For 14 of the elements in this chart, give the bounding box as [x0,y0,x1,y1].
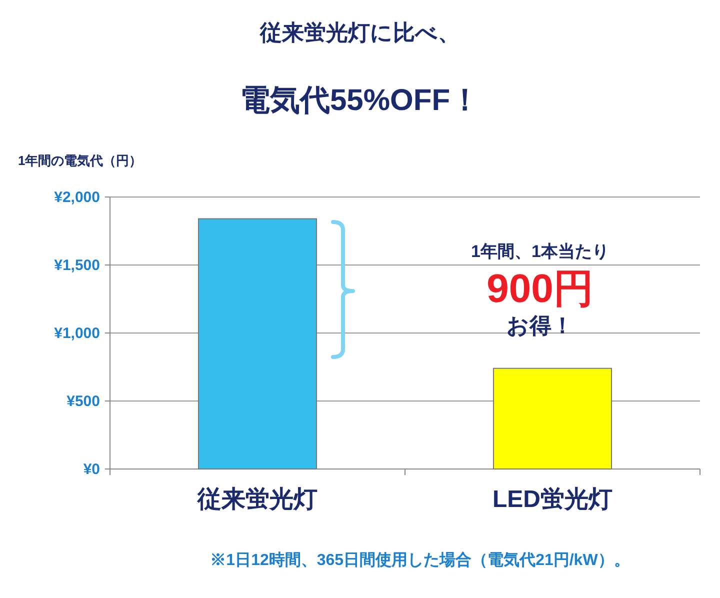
x-tick-label: 従来蛍光灯 [196,486,318,513]
y-axis-title: 1年間の電気代（円） [18,153,142,168]
text: ※1日12時間、365日間使用した場合（電気代21円/kW）。 [210,551,630,569]
y-tick-label: ¥0 [83,461,100,478]
annotation: お得！ [506,313,574,338]
x-tick-label: LED蛍光灯 [492,486,612,513]
y-tick-label: ¥1,500 [54,257,100,274]
y-tick-label: ¥1,000 [54,325,100,342]
annotation: 1年間、1本当たり [471,242,609,261]
y-tick-label: ¥2,000 [54,189,100,206]
annotation: 900円 [486,267,594,311]
chart-title: 従来蛍光灯に比べ、 [259,20,460,45]
chart-subtitle: 電気代55%OFF！ [240,84,480,117]
y-tick-label: ¥500 [66,393,100,410]
